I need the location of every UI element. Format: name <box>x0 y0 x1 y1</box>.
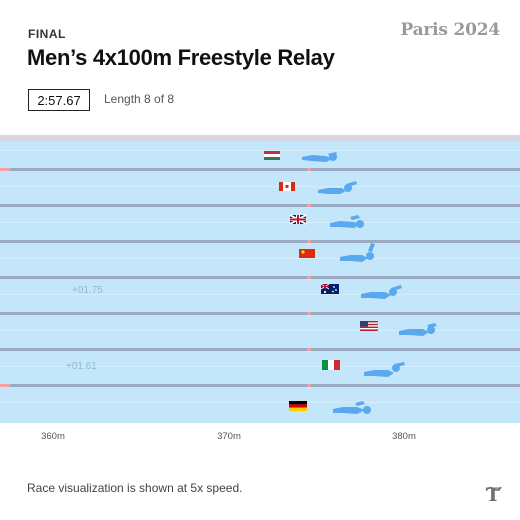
swimmer <box>330 215 364 228</box>
pool-water <box>0 141 520 423</box>
distance-marker <box>307 348 311 351</box>
lane-guide <box>0 186 520 187</box>
race-timer: 2:57.67 <box>28 89 90 111</box>
time-gap-label: +01.75 <box>72 285 103 296</box>
axis-label-380m: 380m <box>392 431 416 442</box>
wall-marker <box>0 168 10 171</box>
lane-guide <box>0 294 520 295</box>
distance-marker <box>307 168 311 171</box>
swimmer <box>333 401 371 414</box>
lane-line <box>0 384 520 387</box>
lane-guide <box>0 402 520 403</box>
nyt-logo-icon: T <box>485 484 502 505</box>
lane-line <box>0 276 520 279</box>
swimmer <box>340 243 375 262</box>
distance-markers <box>0 168 311 387</box>
swimmer <box>318 181 357 194</box>
distance-marker <box>307 384 311 387</box>
china-flag <box>299 249 315 258</box>
distance-marker <box>307 204 311 207</box>
germany-flag <box>289 401 307 411</box>
time-gap-label: +01.61 <box>66 361 97 372</box>
lane-lines <box>0 150 520 403</box>
distance-marker <box>307 240 311 243</box>
axis-label-360m: 360m <box>41 431 65 442</box>
swimmer <box>361 285 402 299</box>
lane-line <box>0 168 520 171</box>
distance-marker <box>307 312 311 315</box>
hungary-flag <box>264 151 280 160</box>
axis-label-370m: 370m <box>217 431 241 442</box>
lane-guide <box>0 258 520 259</box>
great-britain-flag <box>289 214 307 225</box>
speed-footnote: Race visualization is shown at 5x speed. <box>27 481 243 495</box>
svg-text:T: T <box>486 484 500 505</box>
swimmer <box>302 152 337 162</box>
event-stage-label: FINAL <box>28 27 66 41</box>
lane-line <box>0 312 520 315</box>
distance-marker <box>307 276 311 279</box>
wall-marker <box>0 384 10 387</box>
usa-flag <box>360 321 378 331</box>
lane-guide <box>0 330 520 331</box>
pool-deck <box>0 135 520 141</box>
lane-guide <box>0 366 520 367</box>
swimmer <box>364 362 405 377</box>
pool-visualization: +01.75 +01.61 <box>0 135 520 423</box>
italy-flag <box>322 360 340 370</box>
page-title: Men’s 4x100m Freestyle Relay <box>27 45 335 70</box>
australia-flag <box>320 283 339 294</box>
lane-line <box>0 240 520 243</box>
paris-2024-brand: Paris 2024 <box>400 20 500 40</box>
lane-line <box>0 204 520 207</box>
length-indicator: Length 8 of 8 <box>104 92 175 106</box>
lane-guide <box>0 222 520 223</box>
canada-flag <box>279 182 295 191</box>
swimmer <box>399 323 437 336</box>
lane-guide <box>0 150 520 151</box>
lane-line <box>0 348 520 351</box>
